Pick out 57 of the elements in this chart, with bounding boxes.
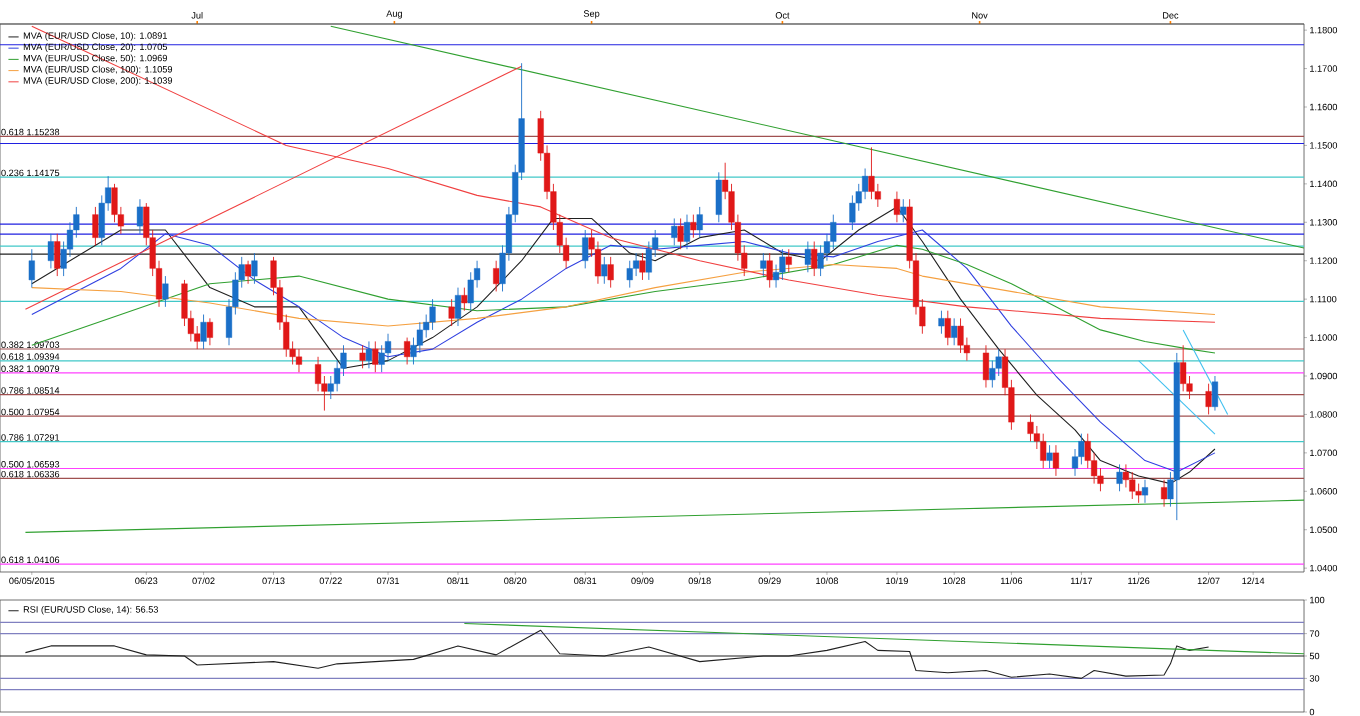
candlestick: [454, 287, 462, 327]
candlestick: [893, 191, 900, 223]
candlestick: [938, 310, 945, 335]
candlestick: [944, 310, 951, 346]
candlestick: [359, 344, 366, 369]
candlestick: [715, 171, 722, 223]
candlestick: [47, 233, 54, 269]
candlestick: [245, 260, 252, 285]
line-series: [31, 244, 1216, 354]
candlestick: [868, 146, 875, 200]
candlestick: [1046, 444, 1053, 469]
candlestick: [295, 348, 303, 373]
candlestick: [607, 256, 614, 289]
candlestick: [1161, 479, 1168, 508]
candlestick: [1180, 344, 1187, 392]
candlestick: [200, 314, 207, 350]
candlestick: [957, 317, 964, 354]
candlestick: [951, 317, 958, 346]
candlestick: [372, 340, 379, 373]
candlestick: [1205, 383, 1212, 415]
candlestick: [493, 260, 500, 292]
candlestick: [626, 260, 633, 289]
candlestick: [206, 317, 213, 346]
candlestick: [1211, 375, 1219, 412]
candlestick: [1052, 444, 1059, 477]
candlestick: [582, 229, 589, 269]
candlestick: [671, 218, 678, 246]
candlestick: [683, 214, 691, 250]
candlestick: [448, 298, 455, 327]
candlestick: [92, 206, 99, 246]
candlestick: [601, 256, 608, 285]
candlestick: [136, 198, 143, 235]
candlestick: [1141, 479, 1149, 504]
candlestick: [804, 241, 811, 273]
candlestick: [696, 206, 703, 239]
candlestick: [811, 241, 818, 277]
candlestick: [766, 252, 773, 289]
candlestick: [677, 218, 684, 250]
candlestick: [404, 337, 411, 365]
candlestick: [1129, 471, 1136, 500]
candlestick: [900, 198, 907, 223]
candlestick: [54, 233, 61, 277]
candlestick: [461, 287, 468, 312]
candlestick: [1040, 433, 1047, 469]
candlestick: [28, 248, 35, 289]
candlestick: [251, 252, 258, 285]
candlestick: [1116, 463, 1123, 492]
candlestick: [1027, 413, 1034, 442]
candlestick: [162, 275, 169, 308]
candlestick: [690, 214, 697, 239]
candlestick: [365, 340, 372, 369]
candlestick: [760, 252, 767, 277]
candlestick: [982, 344, 990, 388]
candlestick: [785, 248, 792, 273]
candlestick: [779, 248, 786, 281]
candlestick: [639, 252, 646, 281]
candlestick: [429, 298, 436, 331]
